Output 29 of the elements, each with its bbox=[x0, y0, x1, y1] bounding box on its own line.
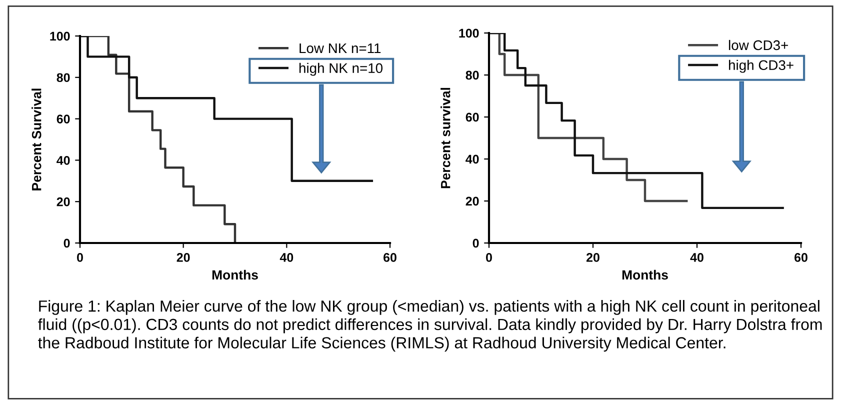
x-tick-label: 20 bbox=[176, 253, 190, 262]
y-tick-label: 100 bbox=[50, 32, 70, 41]
x-tick-label: 0 bbox=[77, 253, 83, 262]
y-tick-label: 80 bbox=[56, 73, 70, 82]
x-tick-label: 60 bbox=[384, 253, 396, 262]
x-tick-label: 40 bbox=[280, 253, 294, 262]
y-tick-label: 100 bbox=[459, 28, 479, 38]
legend-label: high CD3+ bbox=[729, 60, 794, 73]
x-tick-label: 40 bbox=[690, 253, 704, 262]
x-tick-label: 60 bbox=[794, 253, 808, 262]
y-tick-label: 20 bbox=[466, 196, 479, 206]
y-tick-label: 40 bbox=[466, 154, 479, 164]
y-tick-label: 0 bbox=[64, 238, 70, 248]
x-tick-label: 20 bbox=[586, 253, 600, 262]
caption: Figure 1: Kaplan Meier curve of the low NK group (<median) vs. patients with a high NK cell count in peritoneal fluid ((p<0.01). CD3 counts do not predict differences in survival. Data kindly provided by Dr. Harry Dolstra from the Radboud Institute for Molecular Life Sciences (RIMLS) at Radhoud University Medical Center. bbox=[38, 300, 822, 352]
x-axis-title: Months bbox=[622, 270, 668, 280]
y-axis-title: Percent Survival bbox=[32, 88, 42, 190]
y-axis-title: Percent survival bbox=[440, 88, 450, 188]
y-tick-label: 80 bbox=[466, 70, 479, 80]
x-tick-label: 0 bbox=[486, 253, 492, 262]
y-tick-label: 60 bbox=[466, 112, 479, 122]
legend-label: high NK n=10 bbox=[299, 62, 383, 76]
x-axis-title: Months bbox=[212, 270, 258, 280]
y-tick-label: 40 bbox=[56, 156, 70, 165]
y-tick-label: 0 bbox=[472, 238, 479, 248]
legend-label: low CD3+ bbox=[728, 40, 788, 50]
legend-label: Low NK n=11 bbox=[300, 43, 381, 54]
y-tick-label: 20 bbox=[56, 197, 70, 206]
y-tick-label: 60 bbox=[56, 114, 70, 124]
